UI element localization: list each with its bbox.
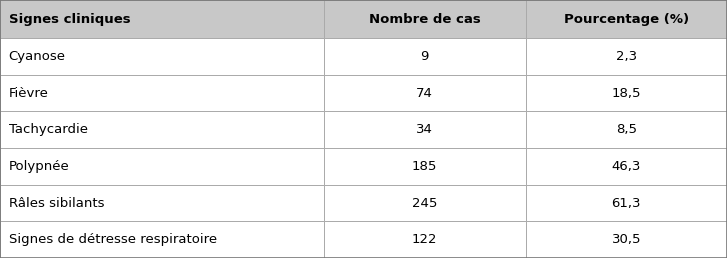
Bar bbox=[324, 221, 526, 258]
Bar bbox=[526, 0, 727, 38]
Text: 30,5: 30,5 bbox=[611, 233, 641, 246]
Text: 122: 122 bbox=[411, 233, 438, 246]
Text: Polypnée: Polypnée bbox=[9, 160, 70, 173]
Text: 9: 9 bbox=[420, 50, 429, 63]
Bar bbox=[324, 185, 526, 221]
Bar bbox=[0, 148, 324, 185]
Text: 46,3: 46,3 bbox=[611, 160, 641, 173]
Text: 74: 74 bbox=[416, 87, 433, 100]
Bar bbox=[526, 185, 727, 221]
Text: 18,5: 18,5 bbox=[611, 87, 641, 100]
Bar bbox=[0, 0, 324, 38]
Bar bbox=[526, 221, 727, 258]
Bar bbox=[0, 38, 324, 75]
Bar bbox=[526, 75, 727, 111]
Bar bbox=[0, 185, 324, 221]
Bar bbox=[324, 75, 526, 111]
Text: 8,5: 8,5 bbox=[616, 123, 637, 136]
Bar bbox=[526, 148, 727, 185]
Text: Signes de détresse respiratoire: Signes de détresse respiratoire bbox=[9, 233, 217, 246]
Bar bbox=[324, 0, 526, 38]
Bar bbox=[0, 221, 324, 258]
Text: Râles sibilants: Râles sibilants bbox=[9, 197, 104, 209]
Text: Fièvre: Fièvre bbox=[9, 87, 49, 100]
Text: 61,3: 61,3 bbox=[611, 197, 641, 209]
Text: Pourcentage (%): Pourcentage (%) bbox=[563, 13, 689, 26]
Text: 2,3: 2,3 bbox=[616, 50, 637, 63]
Text: 185: 185 bbox=[412, 160, 437, 173]
Bar bbox=[0, 75, 324, 111]
Bar bbox=[324, 111, 526, 148]
Text: 34: 34 bbox=[416, 123, 433, 136]
Bar bbox=[324, 38, 526, 75]
Bar bbox=[526, 111, 727, 148]
Text: 245: 245 bbox=[412, 197, 437, 209]
Bar bbox=[526, 38, 727, 75]
Text: Tachycardie: Tachycardie bbox=[9, 123, 88, 136]
Bar bbox=[0, 111, 324, 148]
Text: Signes cliniques: Signes cliniques bbox=[9, 13, 130, 26]
Text: Cyanose: Cyanose bbox=[9, 50, 65, 63]
Text: Nombre de cas: Nombre de cas bbox=[369, 13, 481, 26]
Bar bbox=[324, 148, 526, 185]
